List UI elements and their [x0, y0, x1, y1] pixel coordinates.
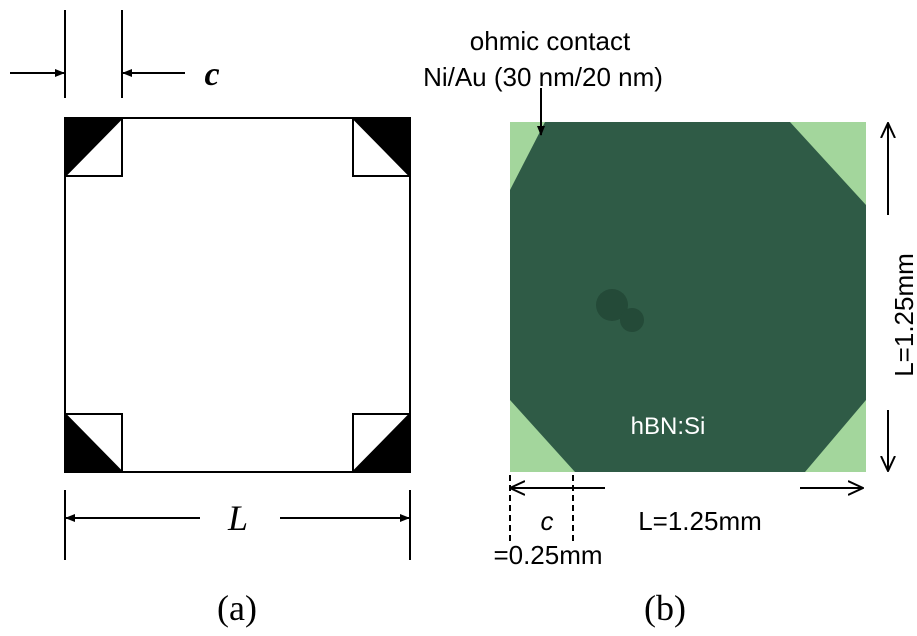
- annotation: Ni/Au (30 nm/20 nm): [423, 62, 663, 92]
- contact: [353, 414, 410, 472]
- contact: [353, 118, 410, 176]
- annotation: ohmic contact: [470, 26, 631, 56]
- panel-b: [510, 88, 888, 545]
- caption: (a): [217, 588, 257, 628]
- page: c L (a) ohmic contact Ni/Au (30 nm/20 nm…: [0, 0, 917, 636]
- figure: c L (a) ohmic contact Ni/Au (30 nm/20 nm…: [0, 0, 917, 636]
- dimension-label: L=1.25mm: [638, 506, 762, 536]
- van-der-pauw-square: [65, 118, 410, 472]
- contact: [65, 118, 122, 176]
- sample-label: hBN:Si: [631, 413, 706, 440]
- dimension-label: L=1.25mm: [889, 253, 917, 377]
- dimension-label: L: [227, 498, 248, 538]
- defect: [620, 308, 644, 332]
- dimension-label: =0.25mm: [493, 540, 602, 570]
- dimension-label: c: [204, 56, 219, 93]
- contact: [65, 414, 122, 472]
- caption: (b): [644, 588, 686, 628]
- dimension-label: c: [541, 506, 554, 536]
